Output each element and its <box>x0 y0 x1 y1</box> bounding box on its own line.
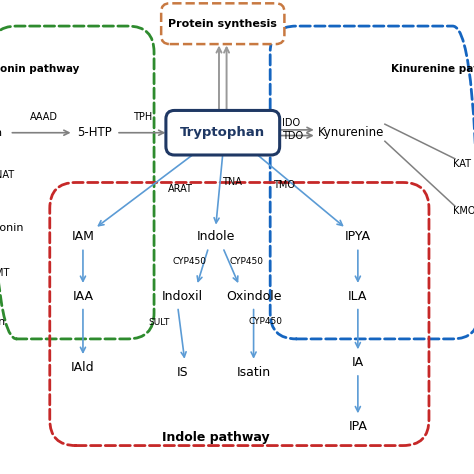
Text: AAAD: AAAD <box>30 112 58 122</box>
Text: IAld: IAld <box>71 361 95 374</box>
Text: in: in <box>0 317 6 328</box>
Text: Tryptophan: Tryptophan <box>180 126 265 139</box>
Text: MT: MT <box>0 267 9 278</box>
Text: IPA: IPA <box>348 420 367 433</box>
Text: Isatin: Isatin <box>237 365 271 379</box>
Text: IA: IA <box>352 356 364 369</box>
Text: TMO: TMO <box>273 180 295 190</box>
Text: KAT: KAT <box>453 158 471 169</box>
Text: n: n <box>0 128 2 138</box>
Text: 5-HTP: 5-HTP <box>77 126 112 139</box>
Text: CYP450: CYP450 <box>248 317 283 326</box>
Text: tonin pathway: tonin pathway <box>0 64 80 74</box>
Text: IPYA: IPYA <box>345 230 371 244</box>
Text: IAM: IAM <box>72 230 94 244</box>
Text: Indoxil: Indoxil <box>162 290 203 303</box>
Text: Indole pathway: Indole pathway <box>162 430 270 444</box>
Text: IAA: IAA <box>73 290 93 303</box>
Text: TNA: TNA <box>222 177 242 187</box>
Text: tonin: tonin <box>0 222 24 233</box>
Text: Oxindole: Oxindole <box>226 290 282 303</box>
Text: CYP450: CYP450 <box>173 257 207 266</box>
Text: SULT: SULT <box>148 318 170 327</box>
Text: Protein synthesis: Protein synthesis <box>168 18 277 29</box>
Text: Kinurenine path: Kinurenine path <box>391 64 474 74</box>
Text: ARAT: ARAT <box>168 184 192 194</box>
Text: Indole: Indole <box>197 230 235 244</box>
FancyBboxPatch shape <box>161 3 284 44</box>
Text: KMO: KMO <box>453 206 474 216</box>
Text: IDO: IDO <box>282 118 300 128</box>
FancyBboxPatch shape <box>166 110 280 155</box>
Text: ILA: ILA <box>348 290 367 303</box>
Text: TDO: TDO <box>282 130 303 141</box>
Text: TPH: TPH <box>133 112 152 122</box>
Text: IS: IS <box>177 365 188 379</box>
Text: CYP450: CYP450 <box>229 257 264 266</box>
Text: NAT: NAT <box>0 170 14 181</box>
Text: Kynurenine: Kynurenine <box>318 126 384 139</box>
